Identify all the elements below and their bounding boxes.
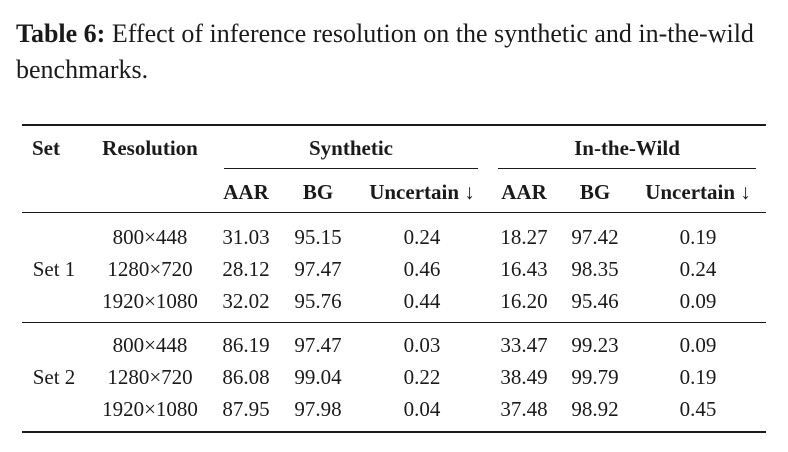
table-cell-syn-bg: 97.47: [294, 257, 342, 281]
table-cell-wild-bg: 99.23: [571, 333, 619, 357]
caption-text: Effect of inference resolution on the sy…: [16, 19, 754, 84]
table-cell-wild-aar: 38.49: [500, 365, 548, 389]
header-wild-uncertain: Uncertain ↓: [645, 180, 751, 204]
table-cell-wild-bg: 97.42: [571, 225, 619, 249]
group-rule: [22, 322, 766, 323]
header-synthetic-uncertain: Uncertain ↓: [369, 180, 475, 204]
header-set: Set: [32, 136, 60, 160]
header-synthetic: Synthetic: [309, 136, 393, 160]
table-cell-syn-aar: 86.19: [222, 333, 270, 357]
table-cell-syn-unc: 0.04: [403, 397, 441, 421]
header-in-the-wild: In-the-Wild: [574, 136, 680, 160]
table-cell-wild-aar: 16.43: [500, 257, 548, 281]
table-cell-wild-unc: 0.19: [679, 365, 717, 389]
table-cell-wild-unc: 0.09: [679, 289, 717, 313]
table-cell-wild-aar: 16.20: [500, 289, 548, 313]
table-cell-wild-unc: 0.45: [679, 397, 717, 421]
table-cell-syn-unc: 0.24: [403, 225, 441, 249]
header-wild-bg: BG: [579, 180, 611, 204]
table-cell-wild-unc: 0.24: [679, 257, 717, 281]
bottom-rule: [22, 431, 766, 433]
table-cell-wild-bg: 95.46: [571, 289, 619, 313]
table-cell-syn-aar: 86.08: [222, 365, 270, 389]
table-cell-res: 1920×1080: [102, 289, 198, 313]
table-cell-syn-aar: 28.12: [222, 257, 270, 281]
table-cell-wild-aar: 18.27: [500, 225, 548, 249]
table-cell-syn-bg: 95.15: [294, 225, 342, 249]
group-label-set-1: Set 1: [32, 257, 76, 281]
table-cell-res: 1920×1080: [102, 397, 198, 421]
table-cell-wild-unc: 0.09: [679, 333, 717, 357]
table-cell-syn-bg: 95.76: [294, 289, 342, 313]
table-cell-syn-unc: 0.03: [403, 333, 441, 357]
table-cell-res: 800×448: [112, 225, 188, 249]
header-resolution: Resolution: [102, 136, 198, 160]
header-synthetic-bg: BG: [302, 180, 334, 204]
table-cell-wild-bg: 99.79: [571, 365, 619, 389]
table-cell-wild-bg: 98.92: [571, 397, 619, 421]
group-label-set-2: Set 2: [32, 365, 76, 389]
table-cell-wild-aar: 33.47: [500, 333, 548, 357]
header-wild-aar: AAR: [501, 180, 547, 204]
table-cell-syn-unc: 0.44: [403, 289, 441, 313]
table-cell-wild-bg: 98.35: [571, 257, 619, 281]
table-caption: Table 6: Effect of inference resolution …: [16, 16, 776, 88]
table-cell-syn-bg: 99.04: [294, 365, 342, 389]
table-cell-syn-aar: 31.03: [222, 225, 270, 249]
table-cell-res: 1280×720: [107, 257, 193, 281]
header-synthetic-aar: AAR: [223, 180, 269, 204]
table-cell-res: 800×448: [112, 333, 188, 357]
wild-group-rule: [498, 168, 756, 169]
top-rule: [22, 124, 766, 126]
table-cell-syn-aar: 87.95: [222, 397, 270, 421]
synthetic-group-rule: [224, 168, 478, 169]
header-rule: [22, 212, 766, 213]
table-cell-res: 1280×720: [107, 365, 193, 389]
table-cell-wild-unc: 0.19: [679, 225, 717, 249]
table-cell-syn-unc: 0.22: [403, 365, 441, 389]
table-cell-syn-bg: 97.47: [294, 333, 342, 357]
table-cell-syn-aar: 32.02: [222, 289, 270, 313]
table-cell-syn-unc: 0.46: [403, 257, 441, 281]
caption-label: Table 6:: [16, 19, 106, 48]
table-cell-syn-bg: 97.98: [294, 397, 342, 421]
table-cell-wild-aar: 37.48: [500, 397, 548, 421]
